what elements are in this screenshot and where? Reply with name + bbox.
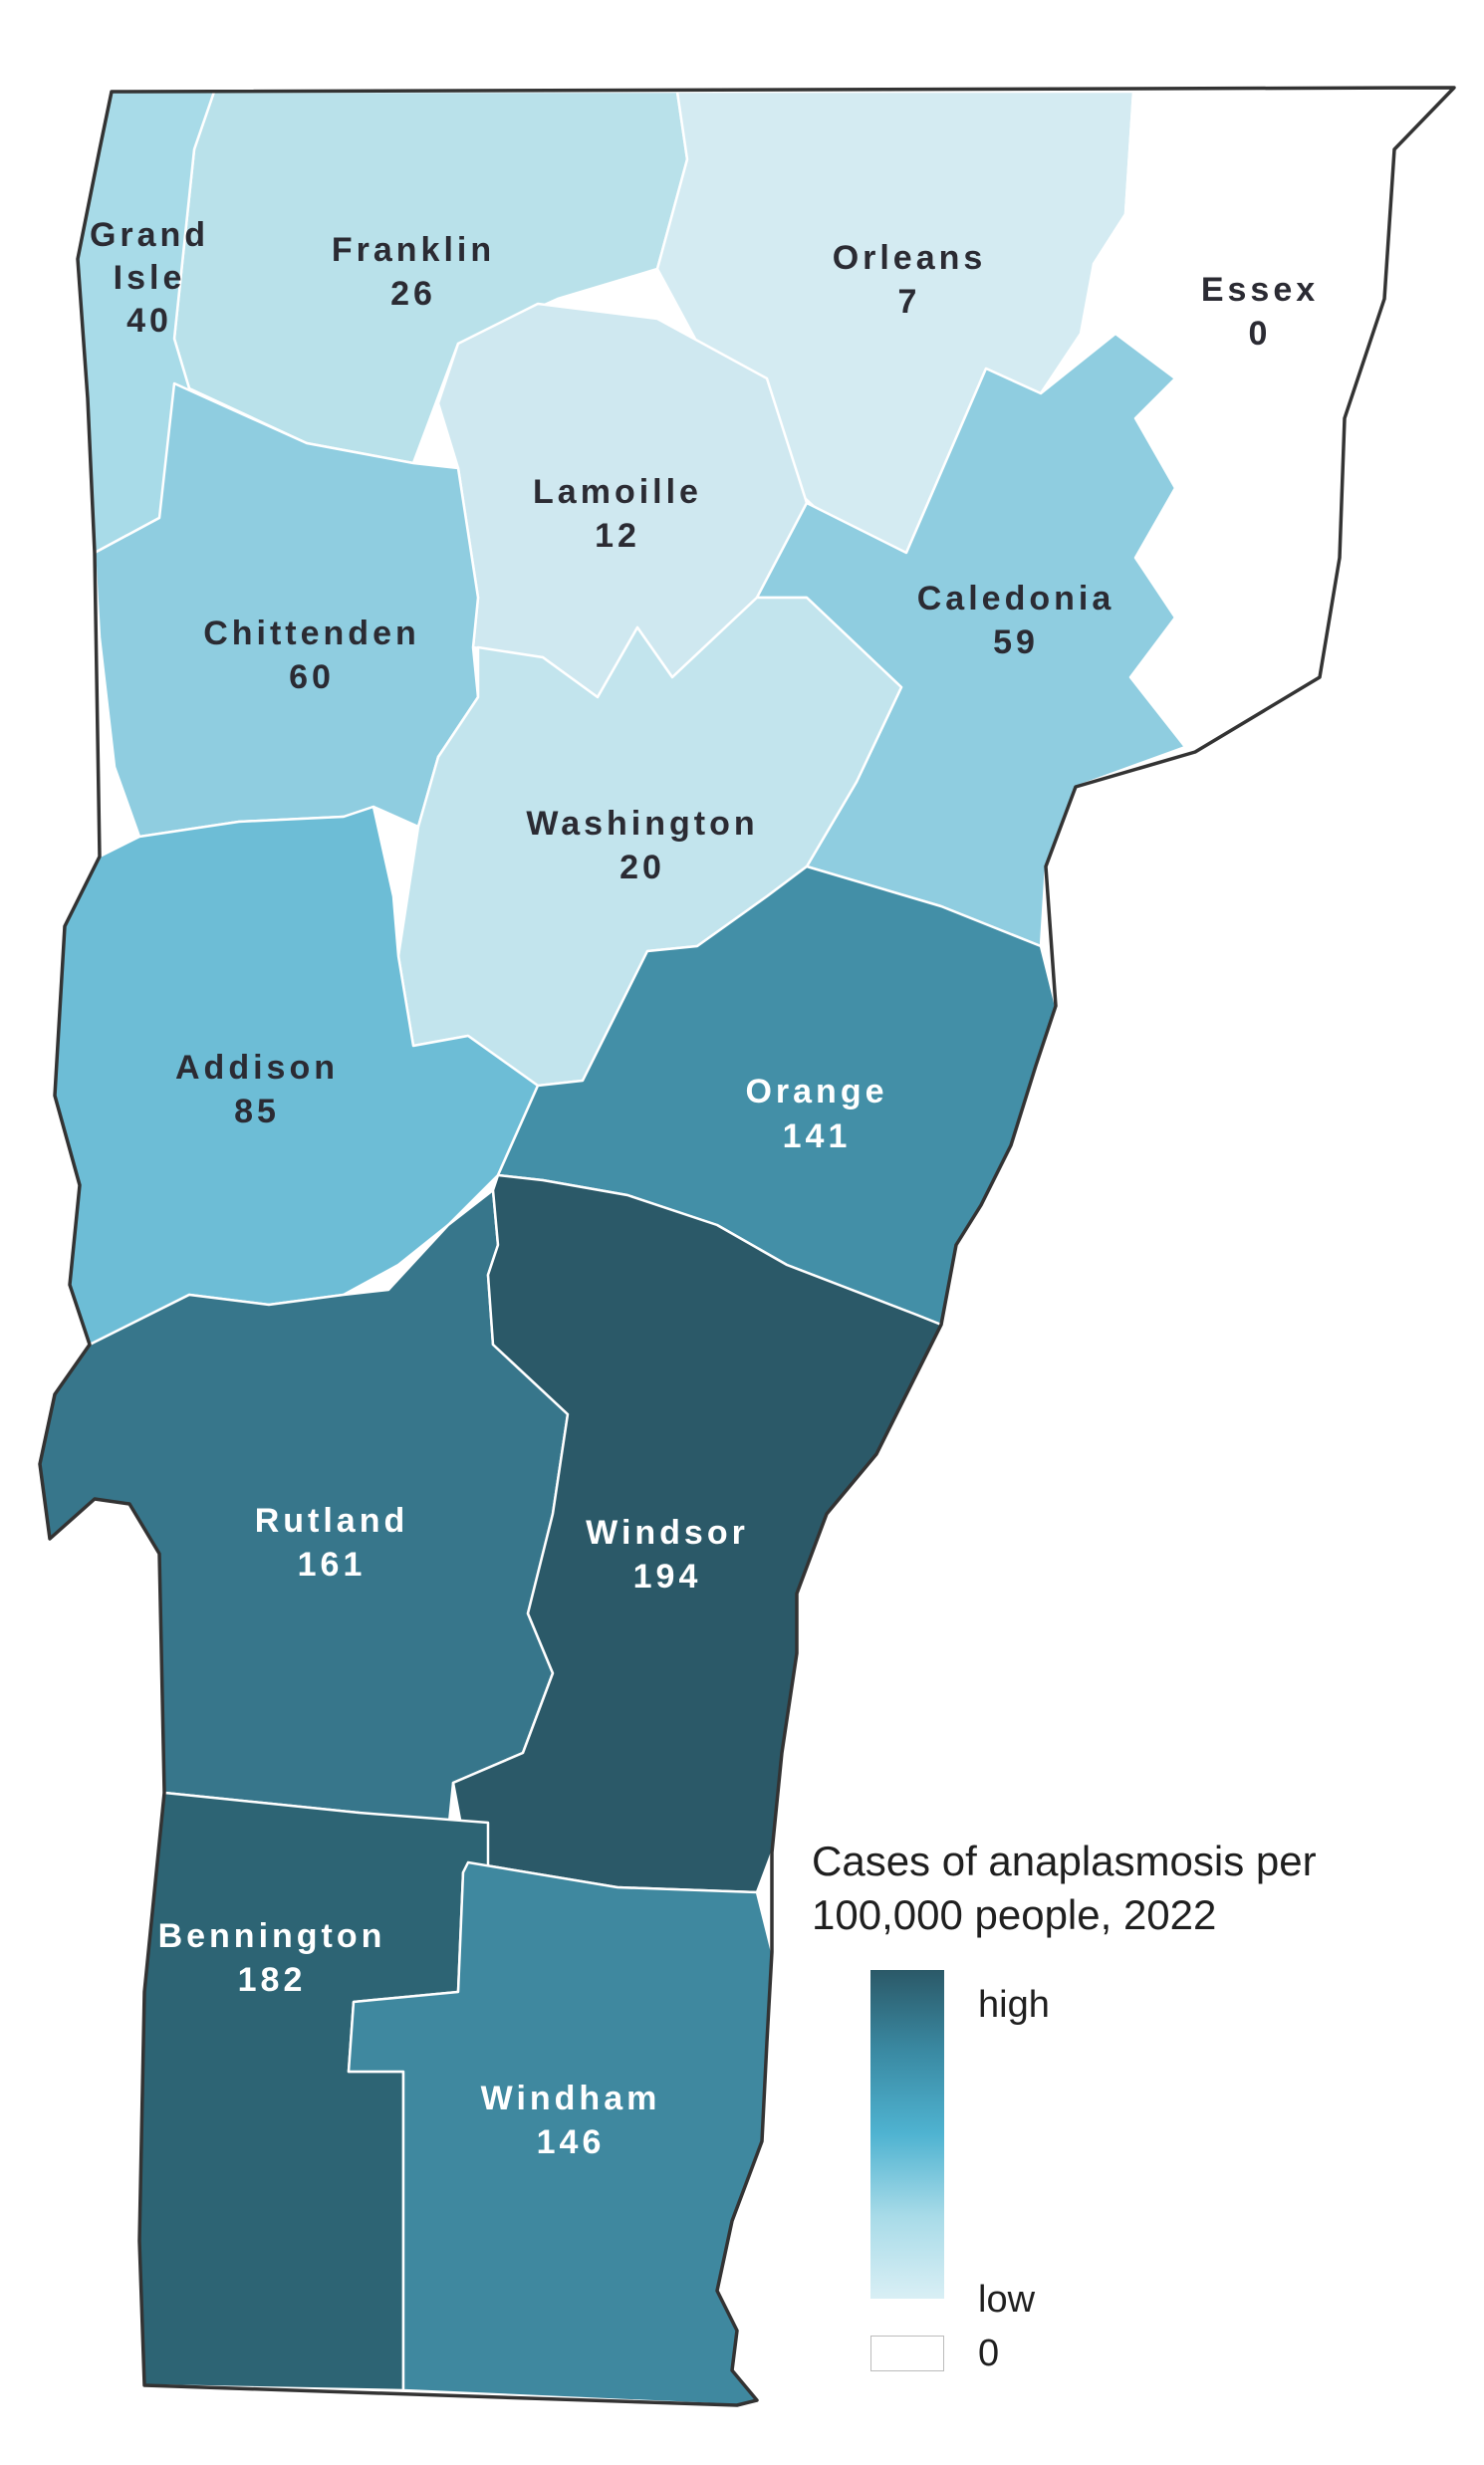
county-chittenden: [93, 381, 480, 839]
county-label-addison: Addison 85: [175, 1049, 339, 1130]
county-name: Caledonia: [917, 580, 1114, 617]
county-name: Windham: [481, 2080, 661, 2117]
county-value: 141: [783, 1117, 852, 1155]
county-label-windsor: Windsor 194: [586, 1514, 749, 1596]
county-name: Washington: [526, 805, 758, 843]
county-value: 182: [238, 1961, 307, 1999]
legend-color-scale: [870, 1970, 944, 2299]
legend-low-label: low: [978, 2279, 1036, 2321]
county-name: Rutland: [255, 1502, 409, 1540]
county-name: Addison: [175, 1049, 339, 1087]
legend-high-label: high: [978, 1984, 1050, 2026]
legend-zero-swatch: [870, 2336, 944, 2371]
county-value: 146: [537, 2123, 606, 2161]
county-name: Orange: [745, 1073, 887, 1110]
county-value: 194: [633, 1558, 702, 1596]
county-value: 7: [898, 283, 921, 321]
county-label-rutland: Rutland 161: [255, 1502, 409, 1584]
county-label-orange: Orange 141: [745, 1073, 887, 1155]
county-label-windham: Windham 146: [481, 2080, 661, 2161]
county-name: Essex: [1201, 271, 1319, 309]
legend-title-line1: Cases of anaplasmosis per: [812, 1838, 1317, 1884]
legend-title: Cases of anaplasmosis per 100,000 people…: [812, 1835, 1429, 1942]
county-value: 59: [993, 623, 1039, 661]
county-name: Orleans: [833, 239, 987, 277]
county-name: Franklin: [332, 231, 495, 269]
county-value: 12: [595, 517, 640, 555]
county-value: 161: [298, 1546, 367, 1584]
county-label-grand-isle: Grand Isle 40: [90, 216, 209, 340]
county-value: 60: [289, 658, 335, 696]
county-label-bennington: Bennington 182: [158, 1917, 386, 1999]
county-value: 26: [390, 275, 436, 313]
county-label-caledonia: Caledonia 59: [917, 580, 1114, 661]
county-value: 85: [234, 1093, 280, 1130]
state-outline: [38, 86, 1456, 2407]
county-value: 40: [126, 302, 172, 340]
county-name: Chittenden: [203, 615, 420, 652]
county-value: 0: [1249, 315, 1272, 353]
county-label-orleans: Orleans 7: [833, 239, 987, 321]
county-label-lamoille: Lamoille 12: [533, 473, 702, 555]
county-name: Bennington: [158, 1917, 386, 1955]
county-value: 20: [619, 849, 665, 886]
county-label-washington: Washington 20: [526, 805, 758, 886]
county-name: Windsor: [586, 1514, 749, 1552]
county-label-franklin: Franklin 26: [332, 231, 495, 313]
county-label-essex: Essex 0: [1201, 271, 1319, 353]
county-name: Lamoille: [533, 473, 702, 511]
county-label-chittenden: Chittenden 60: [203, 615, 420, 696]
legend-title-line2: 100,000 people, 2022: [812, 1891, 1217, 1938]
county-name: Grand: [90, 216, 209, 254]
county-name: Isle: [114, 259, 186, 297]
legend-zero-label: 0: [978, 2333, 1000, 2374]
